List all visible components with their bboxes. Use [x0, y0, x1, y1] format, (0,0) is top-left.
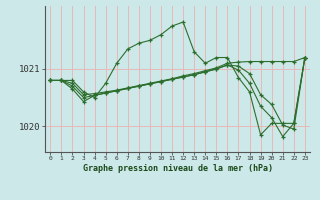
- X-axis label: Graphe pression niveau de la mer (hPa): Graphe pression niveau de la mer (hPa): [83, 164, 273, 173]
